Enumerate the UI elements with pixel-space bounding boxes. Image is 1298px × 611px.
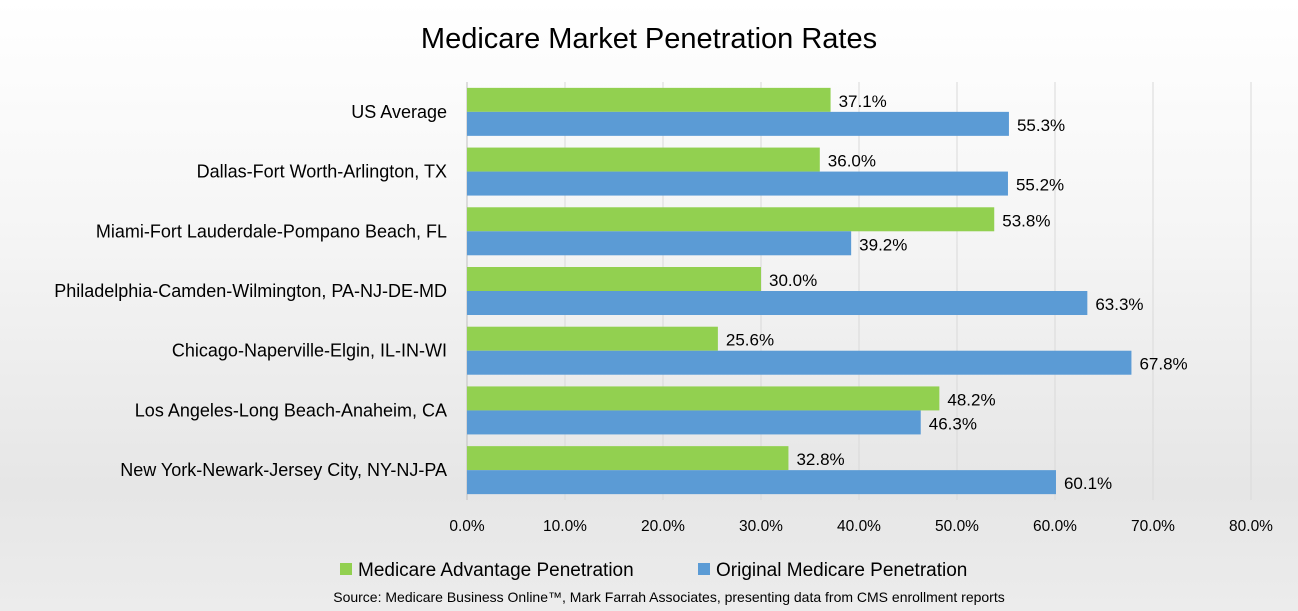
data-label: 48.2% [947,390,995,409]
x-axis-ticks: 0.0% 10.0% 20.0% 30.0% 40.0% 50.0% 60.0% 70.0% 8… [449,518,1273,535]
chart-title: Medicare Market Penetration Rates [421,23,877,55]
bar-original-medicare [467,350,1132,375]
x-tick-label: 80.0% [1229,518,1273,535]
data-label: 30.0% [769,271,817,290]
bar-medicare-advantage [467,386,940,411]
bar-original-medicare [467,171,1008,196]
category-label: Chicago-Naperville-Elgin, IL-IN-WI [172,341,447,361]
x-tick-label: 50.0% [935,518,979,535]
bars [467,87,1132,495]
bar-original-medicare [467,111,1009,136]
bar-medicare-advantage [467,207,995,232]
x-tick-label: 60.0% [1033,518,1077,535]
x-tick-label: 20.0% [641,518,685,535]
legend: Medicare Advantage Penetration Original … [340,560,967,581]
bar-medicare-advantage [467,446,789,471]
data-label: 55.2% [1016,176,1064,195]
legend-label-medicare-advantage: Medicare Advantage Penetration [358,560,634,581]
bar-original-medicare [467,470,1056,495]
data-label: 46.3% [929,414,977,433]
legend-label-original-medicare: Original Medicare Penetration [716,560,967,581]
data-label: 67.8% [1139,355,1187,374]
x-tick-label: 40.0% [837,518,881,535]
bar-medicare-advantage [467,326,718,351]
category-label: New York-Newark-Jersey City, NY-NJ-PA [120,460,447,480]
x-tick-label: 30.0% [739,518,783,535]
category-label: Miami-Fort Lauderdale-Pompano Beach, FL [96,221,447,241]
data-labels: 37.1% 55.3% 36.0% 55.2% 53.8% 39.2% 30.0% 63.3%… [726,92,1188,493]
x-tick-label: 70.0% [1131,518,1175,535]
category-label: Dallas-Fort Worth-Arlington, TX [197,162,447,182]
source-note: Source: Medicare Business Online™, Mark … [333,589,1005,605]
data-label: 60.1% [1064,474,1112,493]
bar-original-medicare [467,231,852,256]
legend-swatch-medicare-advantage [340,563,352,575]
data-label: 32.8% [796,450,844,469]
legend-swatch-original-medicare [698,563,710,575]
data-label: 25.6% [726,331,774,350]
bar-medicare-advantage [467,147,820,172]
data-label: 55.3% [1017,116,1065,135]
category-label: Philadelphia-Camden-Wilmington, PA-NJ-DE… [54,281,447,301]
data-label: 39.2% [859,235,907,254]
data-label: 63.3% [1095,295,1143,314]
data-label: 37.1% [839,92,887,111]
category-labels: US Average Dallas-Fort Worth-Arlington, T… [54,102,447,480]
bar-medicare-advantage [467,267,761,291]
bar-original-medicare [467,291,1088,315]
data-label: 36.0% [828,152,876,171]
bar-medicare-advantage [467,87,831,112]
x-tick-label: 10.0% [543,518,587,535]
data-label: 53.8% [1002,211,1050,230]
category-label: Los Angeles-Long Beach-Anaheim, CA [135,400,447,420]
x-tick-label: 0.0% [449,518,485,535]
bar-original-medicare [467,410,921,435]
category-label: US Average [351,102,447,122]
